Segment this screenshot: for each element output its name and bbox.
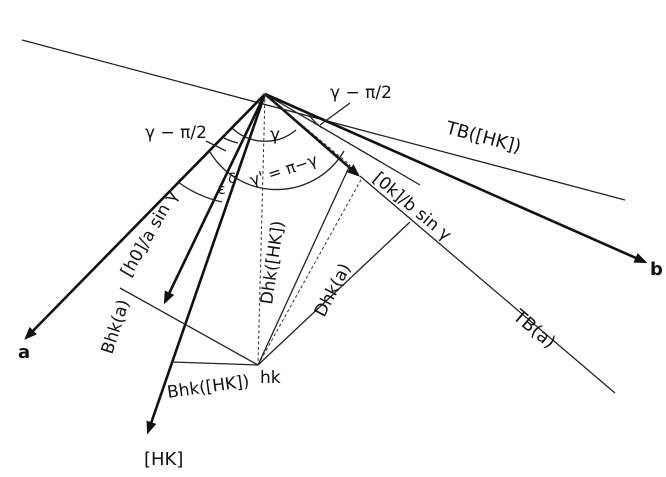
gamma-pi2-left-pointer (205, 140, 227, 152)
label-gamma: γ (270, 125, 280, 145)
label-axis-a: a (18, 342, 30, 363)
label-tb-a: TB(a) (508, 305, 559, 353)
arc-delta (223, 137, 239, 144)
label-delta: δ (228, 171, 237, 187)
d-hk-HK-line (257, 164, 351, 366)
label-d-hk-a: Dhk(a) (311, 260, 356, 320)
axis-b-arrow (264, 92, 648, 264)
axis-a-arrow (24, 93, 266, 340)
label-b-hk-a: Bhk(a) (98, 297, 134, 356)
label-tb-hk: TB([HK]) (443, 117, 524, 157)
tb-a-line (359, 175, 616, 394)
label-gamma-minus-pi2-left: γ − π/2 (145, 123, 207, 143)
b-hk-a-line (119, 287, 259, 366)
label-axis-b: b (650, 259, 663, 280)
label-axis-HK: [HK] (144, 449, 183, 470)
d-hk-a-line (257, 221, 411, 366)
arc-gamma (231, 127, 297, 142)
vector-h0-arrow (163, 93, 267, 305)
label-gamma-minus-pi2-top: γ − π/2 (330, 83, 392, 103)
label-gamma-prime: γ' = π−γ (247, 150, 319, 190)
b-hk-HK-line (171, 361, 259, 366)
arc-gamma-prime (209, 150, 345, 191)
gamma-pi2-pointer (319, 102, 351, 126)
vector-0k-arrow (264, 93, 360, 177)
arc-epsilon (177, 181, 223, 203)
axis-HK-arrow (146, 93, 267, 435)
label-hk: hk (260, 368, 281, 388)
label-epsilon: ε (218, 182, 226, 198)
label-b-hk-HK: Bhk([HK]) (166, 372, 251, 403)
origin-to-0k-line (264, 93, 421, 186)
arc-small-right (307, 112, 323, 129)
dashed-line-3 (257, 177, 363, 366)
dashed-line-2 (264, 93, 351, 166)
dashed-line-1 (257, 93, 266, 366)
